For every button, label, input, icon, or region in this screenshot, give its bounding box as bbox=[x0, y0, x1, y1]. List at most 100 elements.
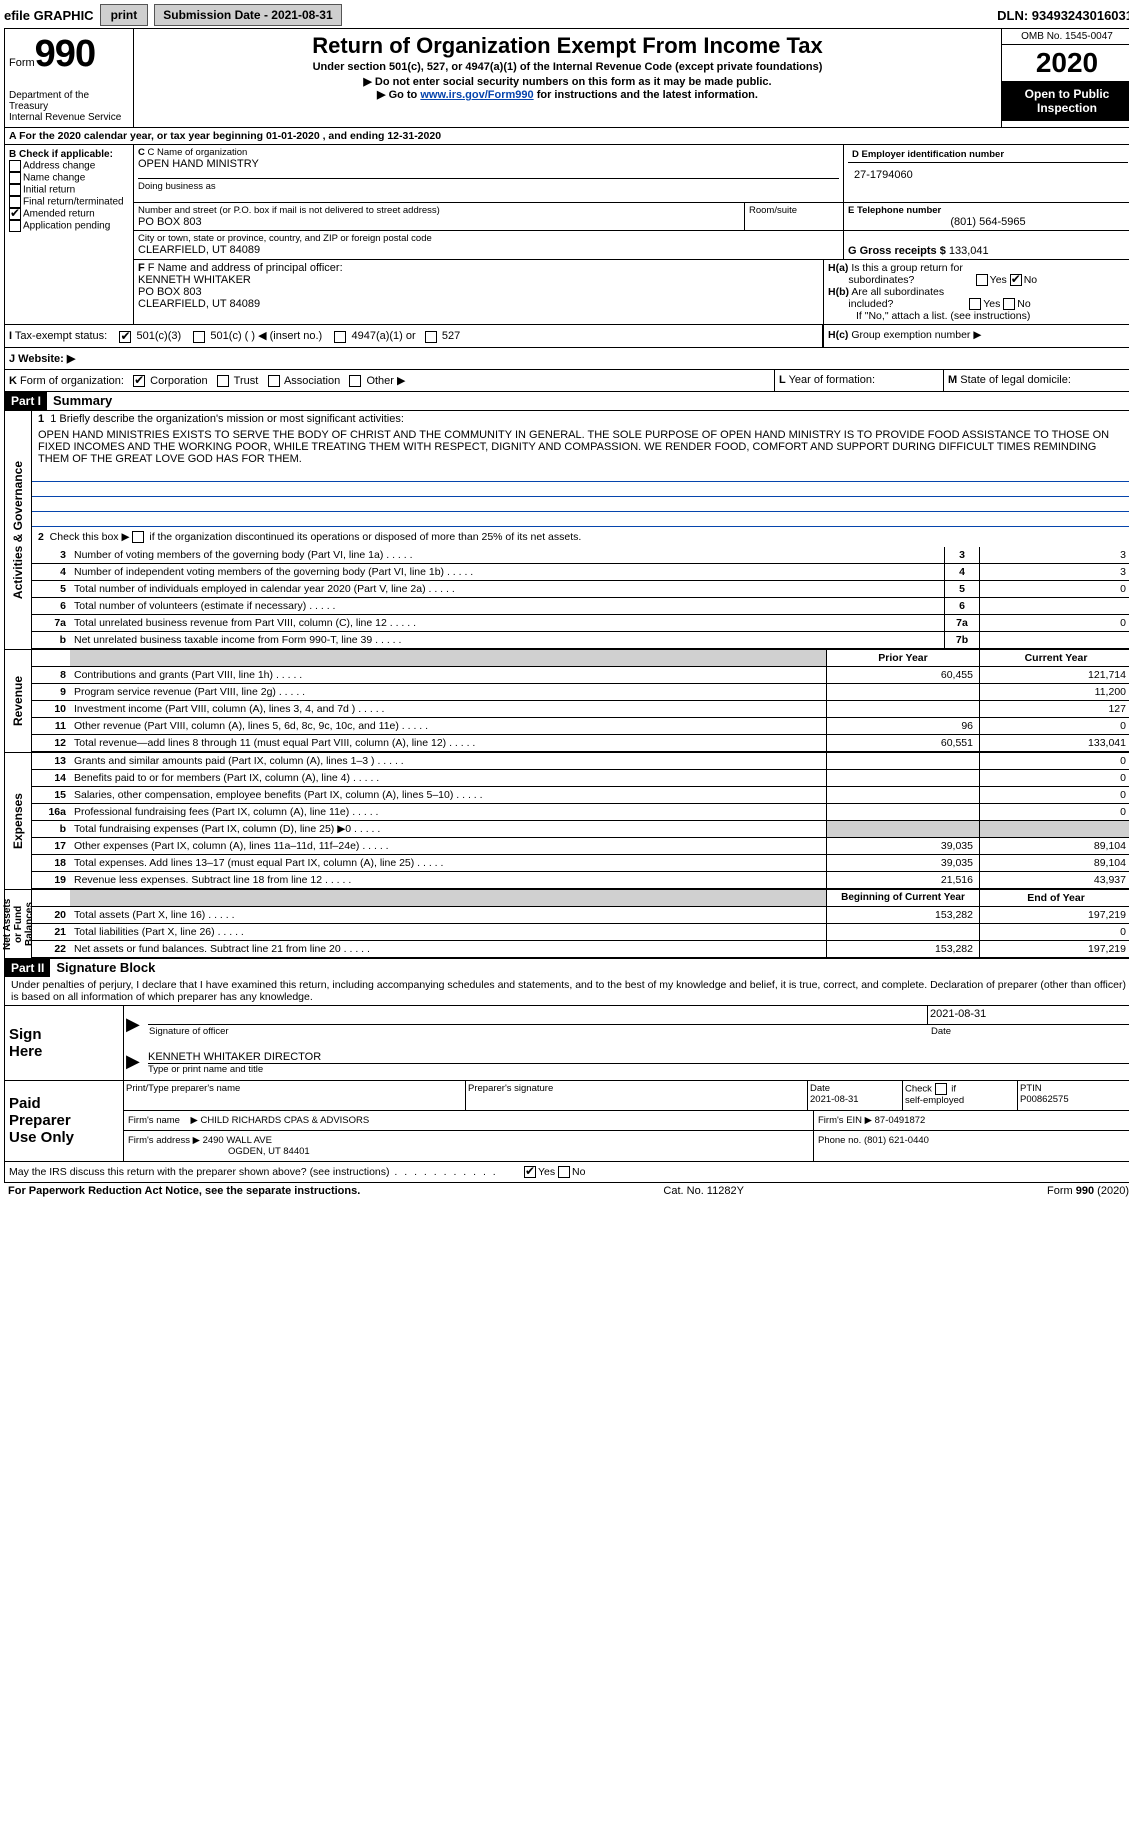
chk-corp[interactable] bbox=[133, 375, 145, 387]
omb-label: OMB No. 1545-0047 bbox=[1002, 29, 1129, 45]
data-line: 17Other expenses (Part IX, column (A), l… bbox=[32, 838, 1129, 855]
part2-header: Part II Signature Block bbox=[5, 958, 1129, 977]
header-right: OMB No. 1545-0047 2020 Open to Public In… bbox=[1001, 29, 1129, 127]
row-addr: Number and street (or P.O. box if mail i… bbox=[134, 203, 1129, 231]
org-name: OPEN HAND MINISTRY bbox=[138, 158, 839, 170]
footer: For Paperwork Reduction Act Notice, see … bbox=[4, 1183, 1129, 1199]
side-exp: Expenses bbox=[5, 753, 32, 889]
exp-section: Expenses 13Grants and similar amounts pa… bbox=[5, 752, 1129, 889]
dln-label: DLN: 93493243016031 bbox=[997, 8, 1129, 23]
date-label: Date bbox=[930, 1025, 1129, 1038]
f-line2: PO BOX 803 bbox=[138, 286, 819, 298]
gov-section: Activities & Governance 1 1 Briefly desc… bbox=[5, 410, 1129, 649]
chk-pending[interactable]: Application pending bbox=[9, 220, 129, 232]
discuss-yes[interactable] bbox=[524, 1166, 536, 1178]
efile-label: efile GRAPHIC bbox=[4, 8, 94, 23]
chk-final[interactable]: Final return/terminated bbox=[9, 196, 129, 208]
chk-name[interactable]: Name change bbox=[9, 172, 129, 184]
print-button[interactable]: print bbox=[100, 4, 149, 26]
chk-trust[interactable] bbox=[217, 375, 229, 387]
chk-501c3[interactable] bbox=[119, 331, 131, 343]
discuss-row: May the IRS discuss this return with the… bbox=[5, 1162, 1129, 1182]
inspection-label: Open to Public Inspection bbox=[1002, 81, 1129, 121]
f-line3: CLEARFIELD, UT 84089 bbox=[138, 298, 819, 310]
row-name: C C Name of organization OPEN HAND MINIS… bbox=[134, 145, 1129, 203]
col-b: B Check if applicable: Address change Na… bbox=[5, 145, 134, 324]
rev-section: Revenue Prior Year Current Year 8Contrib… bbox=[5, 649, 1129, 752]
col-begin: Beginning of Current Year bbox=[826, 890, 979, 906]
gov-line: 5Total number of individuals employed in… bbox=[32, 581, 1129, 598]
footer-left: For Paperwork Reduction Act Notice, see … bbox=[8, 1185, 360, 1197]
e-label: E Telephone number bbox=[848, 205, 1128, 216]
data-line: bTotal fundraising expenses (Part IX, co… bbox=[32, 821, 1129, 838]
chk-501c[interactable] bbox=[193, 331, 205, 343]
data-line: 10Investment income (Part VIII, column (… bbox=[32, 701, 1129, 718]
f-label: F F Name and address of principal office… bbox=[138, 262, 819, 274]
data-line: 12Total revenue—add lines 8 through 11 (… bbox=[32, 735, 1129, 752]
city-label: City or town, state or province, country… bbox=[138, 233, 839, 244]
row-klm: K Form of organization: Corporation Trus… bbox=[5, 369, 1129, 392]
sign-here: SignHere ▶ 2021-08-31 Signature of offic… bbox=[5, 1006, 1129, 1081]
gov-line: 4Number of independent voting members of… bbox=[32, 564, 1129, 581]
b-header: B Check if applicable: bbox=[9, 149, 129, 160]
form-container: Form990 Department of the TreasuryIntern… bbox=[4, 28, 1129, 1183]
addr-label: Number and street (or P.O. box if mail i… bbox=[138, 205, 740, 216]
note-ssn: ▶ Do not enter social security numbers o… bbox=[142, 75, 993, 88]
data-line: 21Total liabilities (Part X, line 26)0 bbox=[32, 924, 1129, 941]
rev-header: Prior Year Current Year bbox=[32, 650, 1129, 667]
blank-line bbox=[32, 467, 1129, 482]
prep-sig-label: Preparer's signature bbox=[468, 1083, 805, 1094]
paid-preparer: PaidPreparerUse Only Print/Type preparer… bbox=[5, 1081, 1129, 1162]
chk-assoc[interactable] bbox=[268, 375, 280, 387]
gov-line: 6Total number of volunteers (estimate if… bbox=[32, 598, 1129, 615]
sig-officer-label: Signature of officer bbox=[148, 1025, 930, 1038]
sig-date: 2021-08-31 bbox=[927, 1006, 1129, 1024]
chk-amended[interactable]: Amended return bbox=[9, 208, 129, 220]
chk-4947[interactable] bbox=[334, 331, 346, 343]
name-label: Type or print name and title bbox=[148, 1064, 1129, 1075]
mission-text: OPEN HAND MINISTRIES EXISTS TO SERVE THE… bbox=[32, 427, 1129, 467]
arrow-icon: ▶ bbox=[124, 1006, 148, 1043]
side-rev: Revenue bbox=[5, 650, 32, 752]
prep-date-label: Date bbox=[810, 1083, 900, 1094]
blank-line bbox=[32, 512, 1129, 527]
col-end: End of Year bbox=[979, 890, 1129, 906]
col-current: Current Year bbox=[979, 650, 1129, 666]
addr-value: PO BOX 803 bbox=[138, 216, 740, 228]
ptin-label: PTIN bbox=[1020, 1083, 1129, 1094]
prep-name-label: Print/Type preparer's name bbox=[126, 1083, 463, 1094]
d-label: D Employer identification number bbox=[848, 147, 1128, 163]
part1-header: Part I Summary bbox=[5, 392, 1129, 410]
discuss-no[interactable] bbox=[558, 1166, 570, 1178]
chk-address[interactable]: Address change bbox=[9, 160, 129, 172]
row-fh: F F Name and address of principal office… bbox=[134, 260, 1129, 324]
hc-row: H(c) Group exemption number ▶ bbox=[823, 325, 1129, 346]
f-line1: KENNETH WHITAKER bbox=[138, 274, 819, 286]
row-j: J Website: ▶ bbox=[5, 347, 1129, 369]
part2-title: Signature Block bbox=[50, 960, 155, 975]
data-line: 16aProfessional fundraising fees (Part I… bbox=[32, 804, 1129, 821]
data-line: 18Total expenses. Add lines 13–17 (must … bbox=[32, 855, 1129, 872]
m-label: M State of legal domicile: bbox=[944, 370, 1129, 391]
chk-initial[interactable]: Initial return bbox=[9, 184, 129, 196]
chk-other[interactable] bbox=[349, 375, 361, 387]
dba-label: Doing business as bbox=[138, 178, 839, 192]
row-a: A For the 2020 calendar year, or tax yea… bbox=[5, 128, 1129, 145]
part1-badge: Part I bbox=[5, 392, 47, 410]
g-label: G Gross receipts $ bbox=[848, 245, 946, 257]
irs-link[interactable]: www.irs.gov/Form990 bbox=[420, 89, 533, 101]
side-gov: Activities & Governance bbox=[5, 411, 32, 649]
paid-label: PaidPreparerUse Only bbox=[5, 1081, 123, 1161]
firm-name-row: Firm's name ▶ CHILD RICHARDS CPAS & ADVI… bbox=[124, 1111, 814, 1130]
chk-527[interactable] bbox=[425, 331, 437, 343]
row-city: City or town, state or province, country… bbox=[134, 231, 1129, 260]
gov-line: 3Number of voting members of the governi… bbox=[32, 547, 1129, 564]
footer-mid: Cat. No. 11282Y bbox=[663, 1185, 744, 1197]
phone-value: (801) 564-5965 bbox=[848, 216, 1128, 228]
footer-right: Form 990 (2020) bbox=[1047, 1185, 1129, 1197]
col-cde: C C Name of organization OPEN HAND MINIS… bbox=[134, 145, 1129, 324]
side-net: Net Assets or Fund Balances bbox=[5, 890, 32, 958]
self-emp: Check ifself-employed bbox=[903, 1081, 1018, 1110]
part2-badge: Part II bbox=[5, 959, 50, 977]
tax-year: 2020 bbox=[1002, 45, 1129, 81]
